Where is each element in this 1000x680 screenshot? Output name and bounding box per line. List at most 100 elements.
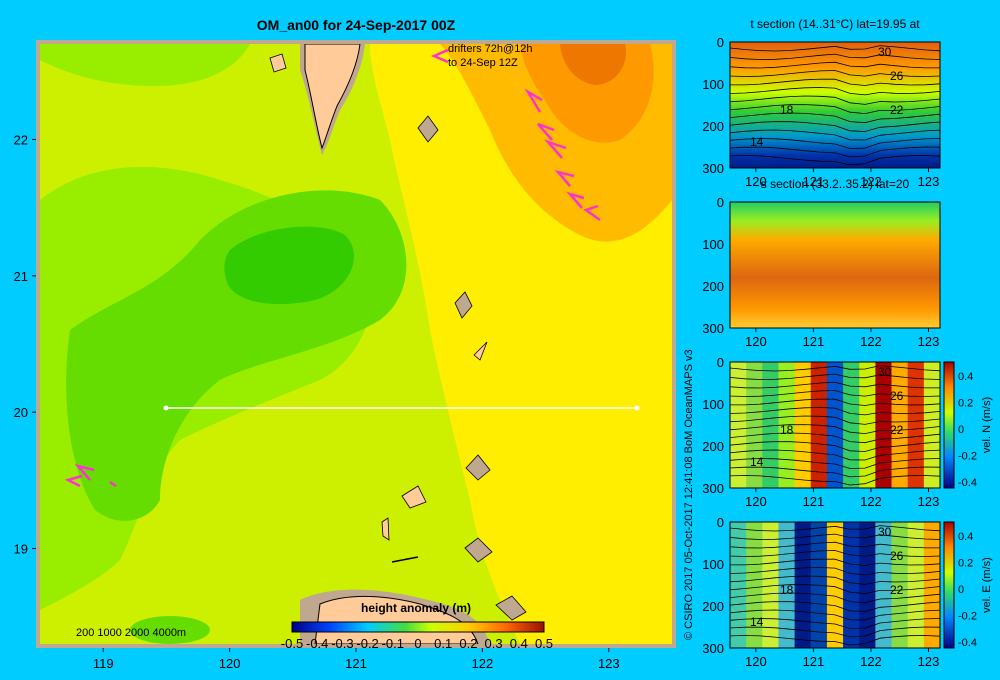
contour-line [729, 95, 941, 105]
contour-line [729, 373, 941, 380]
depth-tick-label: 300 [702, 481, 724, 496]
drifter-3 [544, 139, 567, 159]
contour-line [729, 390, 941, 397]
lat-axis: 22 21 20 19 [14, 132, 36, 557]
velocity-column [843, 522, 860, 648]
contour-line [729, 466, 941, 478]
ssh-field-green-s [130, 616, 210, 644]
contour-label: 26 [890, 69, 904, 83]
velocity-column [859, 522, 876, 648]
contour-line [729, 533, 941, 540]
velocity-colorbar-tick: 0 [958, 424, 964, 436]
lon-tick-label: 120 [219, 656, 241, 671]
depth-tick-label: 300 [702, 161, 724, 176]
island-7 [464, 537, 493, 563]
velocity-column [762, 362, 779, 488]
contour-line [729, 601, 941, 612]
panel-lon-tick-label: 121 [803, 494, 825, 509]
taiwan-coast [304, 44, 361, 150]
colorbar-tick-label: 0.4 [510, 636, 528, 651]
contour-label: 22 [890, 423, 904, 437]
velocity-colorbar [943, 521, 955, 649]
velocity-column [907, 362, 925, 488]
contour-line [729, 558, 941, 566]
contour-label: 26 [890, 389, 904, 403]
contour-line [729, 432, 941, 444]
colorbar-tick-label: 0.5 [535, 636, 553, 651]
velocity-column [907, 522, 925, 648]
contour-label: 18 [780, 583, 794, 597]
contour-line [729, 424, 941, 435]
contour-line [729, 458, 941, 469]
depth-tick-label: 100 [702, 237, 724, 252]
section-panel-ve: 30 26 22 18 14 0 100 200 300 120 121 122 123 0.4 0.2 0 -… [702, 515, 993, 669]
colorbar-ramp [291, 621, 545, 633]
panel-lon-tick-label: 121 [803, 174, 825, 189]
depth-tick-label: 200 [702, 439, 724, 454]
contour-line [729, 584, 941, 595]
velocity-colorbar-tick: 0.4 [958, 371, 973, 383]
section-panel-t: 30 26 22 18 14 t section (14..31°C) lat=19.95… [702, 17, 941, 189]
velocity-colorbar-tick: 0.2 [958, 558, 973, 570]
panel-lon-tick-label: 121 [803, 334, 825, 349]
contour-label: 26 [890, 549, 904, 563]
contour-label: 14 [750, 615, 764, 629]
colorbar-tick-label: 0.3 [485, 636, 503, 651]
contour-line [729, 407, 941, 416]
contour-line [729, 45, 941, 52]
s-field [730, 202, 940, 328]
main-map: drifters 72h@12h to 24-Sep 12Z 200 1000 … [36, 40, 676, 651]
depth-tick-label: 300 [702, 321, 724, 336]
panel-lon-tick-label: 122 [860, 494, 882, 509]
velocity-column [923, 362, 941, 488]
island-3 [473, 341, 488, 361]
lat-tick-label: 20 [14, 405, 28, 420]
panel-lon-tick-label: 123 [918, 654, 940, 669]
colorbar-tick-label: 0.2 [459, 636, 477, 651]
depth-tick-label: 0 [717, 355, 724, 370]
island-2 [454, 291, 473, 319]
drifter-4 [554, 169, 575, 187]
ssh-field-peak [560, 44, 626, 85]
depth-tick-label: 300 [702, 641, 724, 656]
panel-lon-tick-label: 122 [860, 654, 882, 669]
contour-label: 18 [780, 423, 794, 437]
colorbar-tick-label: -0.3 [331, 636, 353, 651]
velocity-colorbar-tick: 0.4 [958, 531, 973, 543]
island-1 [417, 115, 439, 143]
contour-label: 22 [890, 583, 904, 597]
contour-label: 22 [890, 103, 904, 117]
panel-lon-tick-label: 122 [860, 334, 882, 349]
island-8 [495, 595, 527, 621]
section-line [163, 405, 640, 411]
velocity-column [891, 522, 909, 648]
contour-label: 14 [750, 135, 764, 149]
panel-title: t section (14..31°C) lat=19.95 at [750, 17, 920, 31]
velocity-column [843, 362, 860, 488]
colorbar-tick-label: -0.2 [356, 636, 378, 651]
drifter-9 [109, 480, 117, 488]
drifter-tracks [64, 88, 601, 488]
velocity-column [859, 362, 876, 488]
panel-lon-tick-label: 120 [745, 654, 767, 669]
depth-tick-label: 100 [702, 397, 724, 412]
panel-lon-tick-label: 122 [860, 174, 882, 189]
island-5 [401, 485, 427, 509]
lat-tick-label: 22 [14, 132, 28, 147]
depth-tick-label: 100 [702, 77, 724, 92]
contour-line [729, 138, 941, 149]
velocity-column [746, 522, 763, 648]
panel-frame [729, 41, 941, 169]
depth-tick-label: 0 [717, 515, 724, 530]
velocity-column [730, 522, 747, 648]
contour-label: 30 [878, 525, 892, 539]
velocity-column [826, 362, 844, 488]
contour-line [729, 129, 941, 141]
lon-axis: 119 120 121 122 123 [93, 648, 620, 671]
panel-title: s section (33.2..35.2) lat=20 [761, 177, 910, 191]
colorbar-tick-label: -0.5 [281, 636, 303, 651]
panel-lon-tick-label: 120 [745, 334, 767, 349]
panel-frame [729, 521, 941, 649]
velocity-column [762, 522, 779, 648]
